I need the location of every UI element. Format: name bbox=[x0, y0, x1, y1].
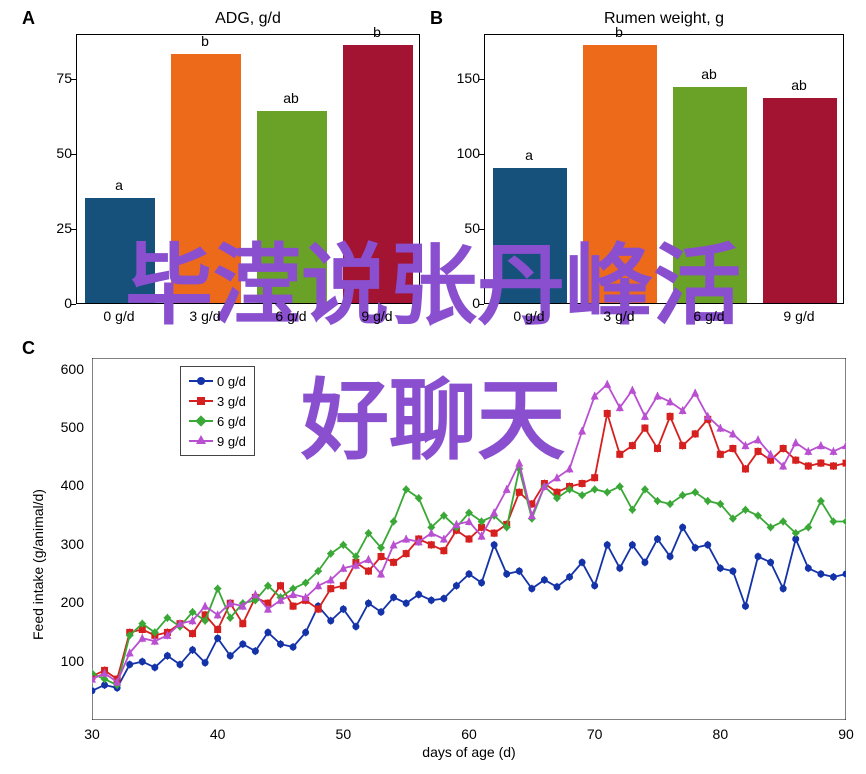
panel-c-ylabel: Feed intake (g/animal/d) bbox=[30, 489, 46, 640]
y-tick: 600 bbox=[44, 361, 84, 377]
x-tick: 80 bbox=[700, 726, 740, 742]
x-tick: 70 bbox=[575, 726, 615, 742]
x-tick: 40 bbox=[198, 726, 238, 742]
sig-label: a bbox=[484, 147, 574, 163]
sig-label: b bbox=[162, 33, 248, 49]
panel-c-xlabel: days of age (d) bbox=[92, 744, 846, 760]
sig-label: b bbox=[574, 24, 664, 40]
x-tick: 50 bbox=[323, 726, 363, 742]
y-tick: 500 bbox=[44, 419, 84, 435]
y-tick: 0 bbox=[22, 295, 72, 311]
panel-b-title: Rumen weight, g bbox=[484, 10, 844, 28]
y-tick: 100 bbox=[430, 145, 480, 161]
x-tick: 0 g/d bbox=[484, 308, 574, 324]
figure-container: A ADG, g/d B Rumen weight, g C Feed inta… bbox=[0, 0, 866, 774]
x-tick: 9 g/d bbox=[334, 308, 420, 324]
x-tick: 6 g/d bbox=[664, 308, 754, 324]
x-tick: 3 g/d bbox=[574, 308, 664, 324]
sig-label: ab bbox=[248, 90, 334, 106]
y-tick: 400 bbox=[44, 477, 84, 493]
y-tick: 200 bbox=[44, 594, 84, 610]
x-tick: 9 g/d bbox=[754, 308, 844, 324]
x-tick: 30 bbox=[72, 726, 112, 742]
y-tick: 50 bbox=[22, 145, 72, 161]
y-tick: 100 bbox=[44, 653, 84, 669]
x-tick: 3 g/d bbox=[162, 308, 248, 324]
sig-label: ab bbox=[664, 66, 754, 82]
panel-a-label: A bbox=[22, 8, 35, 29]
panel-b-label: B bbox=[430, 8, 443, 29]
y-tick: 300 bbox=[44, 536, 84, 552]
x-tick: 0 g/d bbox=[76, 308, 162, 324]
y-tick: 75 bbox=[22, 70, 72, 86]
sig-label: ab bbox=[754, 77, 844, 93]
y-tick: 0 bbox=[430, 295, 480, 311]
sig-label: b bbox=[334, 24, 420, 40]
overlay-line2: 好聊天 bbox=[10, 350, 856, 477]
y-tick: 150 bbox=[430, 70, 480, 86]
x-tick: 60 bbox=[449, 726, 489, 742]
y-tick: 25 bbox=[22, 220, 72, 236]
sig-label: a bbox=[76, 177, 162, 193]
y-tick: 50 bbox=[430, 220, 480, 236]
x-tick: 6 g/d bbox=[248, 308, 334, 324]
x-tick: 90 bbox=[826, 726, 866, 742]
